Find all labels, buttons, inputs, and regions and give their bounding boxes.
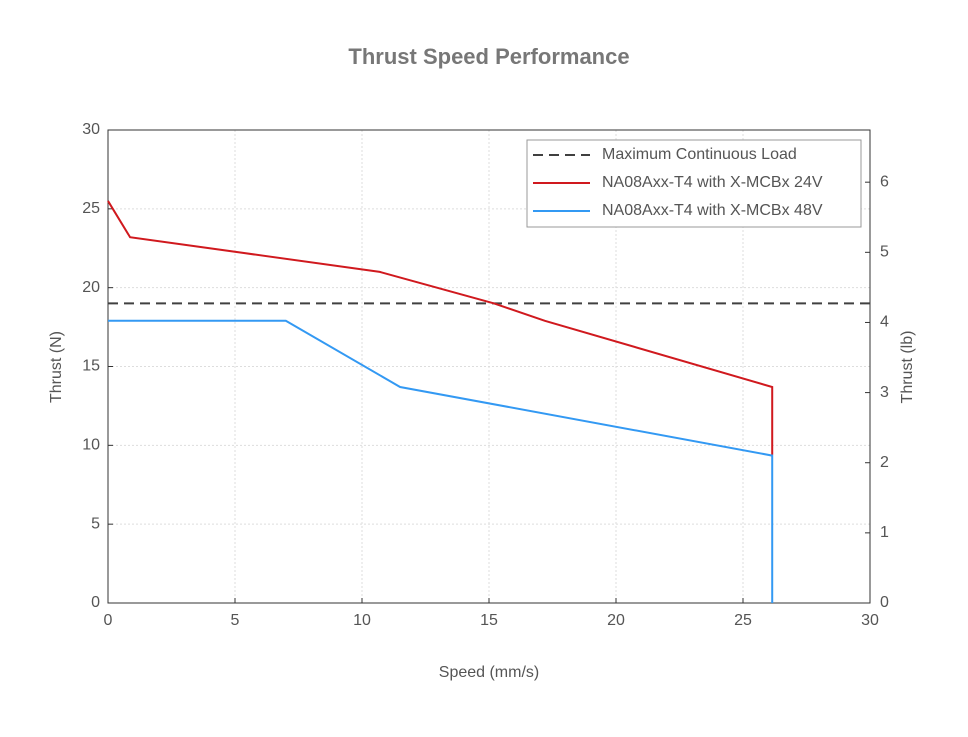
line: [107, 200, 774, 455]
y2-tick-label: 3: [880, 384, 889, 401]
x-tick-label: 10: [353, 612, 371, 629]
y-tick-label: 10: [82, 437, 100, 454]
x-tick-label: 5: [231, 612, 240, 629]
legend-label: NA08Axx-T4 with X-MCBx 24V: [602, 174, 823, 191]
legend-label: Maximum Continuous Load: [602, 146, 797, 163]
y-tick-label: 25: [82, 200, 100, 217]
y-axis-label: Thrust (N): [48, 331, 65, 403]
x-tick-label: 0: [104, 612, 113, 629]
y-tick-label: 15: [82, 358, 100, 375]
y2-tick-label: 2: [880, 454, 889, 471]
x-axis-label: Speed (mm/s): [439, 664, 539, 681]
x-tick-label: 20: [607, 612, 625, 629]
y2-axis-label: Thrust (lb): [899, 331, 916, 404]
x-tick-label: 30: [861, 612, 879, 629]
y2-tick-label: 6: [880, 173, 889, 190]
y2-tick-label: 0: [880, 594, 889, 611]
y-tick-label: 5: [91, 515, 100, 532]
x-tick-label: 15: [480, 612, 498, 629]
y2-tick-label: 1: [880, 524, 889, 541]
legend-label: NA08Axx-T4 with X-MCBx 48V: [602, 202, 823, 219]
chart-title: Thrust Speed Performance: [348, 44, 629, 69]
x-tick-label: 25: [734, 612, 752, 629]
y-tick-label: 20: [82, 279, 100, 296]
y2-tick-label: 5: [880, 244, 889, 261]
y-tick-label: 0: [91, 594, 100, 611]
y2-tick-label: 4: [880, 314, 889, 331]
line: [108, 319, 774, 603]
y-tick-label: 30: [82, 121, 100, 138]
plot-frame: [107, 129, 871, 604]
